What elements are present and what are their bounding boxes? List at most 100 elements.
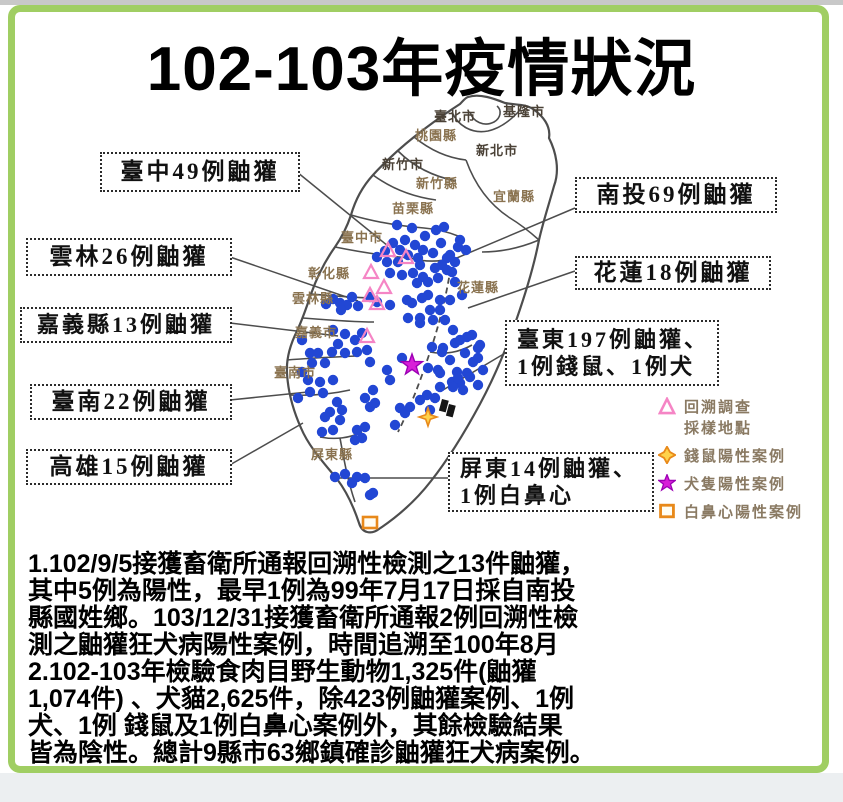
note-line: 2.102-103年檢驗食肉目野生動物1,325件(鼬獾 [28,658,537,686]
county-label: 彰化縣 [308,266,350,281]
county-label: 臺南市 [274,365,316,380]
ferret-badger-case-dot [320,298,332,310]
note-line: 皆為陰性。總計9縣市63鄉鎮確診鼬獾狂犬病案例。 [28,739,595,767]
ferret-badger-case-dot [417,244,429,256]
note-line: 其中5例為陽性，最早1例為99年7月17日採自南投 [28,577,576,605]
ferret-badger-case-dot [292,392,304,404]
ferret-badger-case-dot [477,364,489,376]
ferret-badger-case-dot [409,239,421,251]
shrew-positive-marker [416,405,440,429]
ferret-badger-case-dot [444,294,456,306]
ferret-badger-case-dot [304,347,316,359]
callout-chiayi: 嘉義縣13例鼬獾 [20,307,232,343]
ferret-badger-case-dot [396,269,408,281]
retro-sample-triangle [368,293,386,311]
ferret-badger-case-dot [427,247,439,259]
ferret-badger-case-dot [389,419,401,431]
county-label: 嘉義市 [294,325,337,340]
ferret-badger-case-dot [314,376,326,388]
leader-line [229,391,309,401]
ferret-badger-case-dot [466,329,478,341]
retro-sample-triangle [361,285,379,303]
ferret-badger-case-dot [396,352,408,364]
ferret-badger-case-dot [327,374,339,386]
callout-yunlin-text: 雲林26例鼬獾 [49,243,209,269]
callout-taichung: 臺中49例鼬獾 [100,152,300,192]
ferret-badger-case-dot [339,347,351,359]
ferret-badger-case-dot [434,294,446,306]
ferret-badger-case-dot [319,357,331,369]
ferret-badger-case-dot [439,314,451,326]
orange-square-icon [659,503,675,519]
ferret-badger-case-dot [406,222,418,234]
map-black-mark [438,399,449,413]
callout-chiayi-text: 嘉義縣13例鼬獾 [36,312,215,338]
legend-shrew-label: 錢鼠陽性案例 [684,449,787,465]
legend-retro-label: 回溯調查 採樣地點 [684,400,753,437]
county-label: 花蓮縣 [457,280,499,295]
summary-notes: 1.102/9/5接獲畜衛所通報回溯性檢測之13件鼬獾， 其中5例為陽性，最早1… [28,551,826,767]
ferret-badger-case-dot [349,334,361,346]
ferret-badger-case-dot [457,384,469,396]
county-label: 基隆市 [502,104,545,119]
ferret-badger-case-dot [406,297,418,309]
ferret-badger-case-dot [339,328,351,340]
ferret-badger-case-dot [327,424,339,436]
ferret-badger-case-dot [394,244,406,256]
ferret-badger-case-dot [407,267,419,279]
map-black-mark [445,403,456,418]
ferret-badger-case-dot [351,346,363,358]
callout-nantou: 南投69例鼬獾 [575,177,777,213]
ferret-badger-case-dot [359,472,371,484]
ferret-badger-case-dot [460,244,472,256]
ferret-badger-case-dot [391,219,403,231]
ferret-badger-case-dot [434,304,446,316]
legend-item-shrew: 錢鼠陽性案例 [658,445,838,466]
ferret-badger-case-dot [384,374,396,386]
note-line: 1,074件) 、犬貓2,625件，除423例鼬獾案例、1例 [28,685,575,713]
ferret-badger-case-dot [414,259,426,271]
ferret-badger-case-dot [434,381,446,393]
legend-item-retro: 回溯調查 採樣地點 [658,396,838,438]
ferret-badger-case-dot [472,352,484,364]
ferret-badger-case-dot [329,471,341,483]
ferret-badger-case-dot [464,371,476,383]
leader-line [467,270,576,309]
callout-pingtung-line1: 屏東14例鼬獾、 [460,455,639,481]
ferret-badger-case-dot [335,304,347,316]
ferret-badger-case-dot [414,317,426,329]
special-markers-layer [358,240,456,530]
ferret-badger-case-dot [422,362,434,374]
magenta-star-icon [658,474,676,492]
ferret-badger-case-dot [411,277,423,289]
ferret-badger-case-dot [326,346,338,358]
callout-taichung-text: 臺中49例鼬獾 [120,158,280,184]
ferret-badger-case-dot [312,347,324,359]
callout-taitung-line2: 1例錢鼠、1例犬 [517,354,696,379]
ferret-badger-case-dot [356,432,368,444]
county-label: 苗栗縣 [392,201,434,216]
ferret-badger-case-dot [367,487,379,499]
window-top-strip [0,0,843,5]
ferret-badger-case-dot [319,411,331,423]
dog-positive-marker [399,351,425,376]
ferret-badger-case-dot [346,291,358,303]
ferret-badger-case-dot [296,366,308,378]
ferret-badger-case-dot [346,477,358,489]
callout-taitung: 臺東197例鼬獾、 1例錢鼠、1例犬 [505,320,719,386]
ferret-badger-case-dot [384,299,396,311]
ferret-badger-case-dot [441,264,453,276]
ferret-badger-case-dot [472,379,484,391]
county-label: 桃園縣 [415,128,457,143]
ferret-badger-case-dot [384,267,396,279]
leader-line [451,207,576,261]
retro-sample-triangle [397,247,415,265]
ferret-badger-case-dot [438,221,450,233]
ferret-badger-case-dot [351,424,363,436]
ferret-badger-case-dot [339,468,351,480]
ferret-badger-case-dot [371,251,383,263]
orange-cross-star-icon [658,446,676,464]
leader-line [229,256,359,302]
ferret-badger-case-dot [381,256,393,268]
ferret-badger-case-dot [364,356,376,368]
